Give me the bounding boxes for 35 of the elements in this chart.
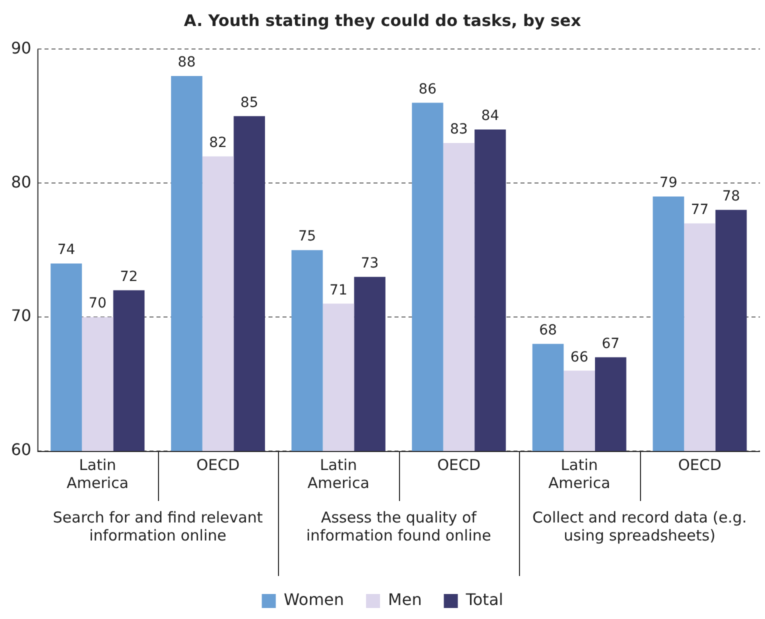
data-label: 74 <box>57 242 76 258</box>
x-tick-label: Latin America <box>308 456 370 492</box>
data-label: 84 <box>481 108 500 124</box>
y-tick-label: 60 <box>11 440 32 460</box>
y-tick-label: 70 <box>11 306 32 326</box>
chart-title: A. Youth stating they could do tasks, by sex <box>184 10 582 30</box>
data-label: 67 <box>602 336 620 352</box>
x-tick-label: Latin America <box>66 456 129 492</box>
data-label: 75 <box>298 228 316 245</box>
data-label: 86 <box>418 81 437 98</box>
data-label: 83 <box>450 122 468 138</box>
data-label: 68 <box>539 322 557 338</box>
data-label: 70 <box>88 296 106 312</box>
legend-label: Women <box>284 590 344 610</box>
data-label: 66 <box>570 349 588 366</box>
data-label: 82 <box>209 134 227 151</box>
x-tick-label: OECD <box>678 456 722 474</box>
y-tick-label: 90 <box>11 38 32 58</box>
data-label: 71 <box>330 282 348 298</box>
y-tick-label: 80 <box>11 172 32 192</box>
data-label: 77 <box>690 202 709 218</box>
text: Collect and record data (e.g. using spreadsheets) <box>532 508 747 544</box>
x-tick-label: OECD <box>437 456 481 474</box>
data-label: 85 <box>240 94 258 111</box>
legend-label: Total <box>464 590 504 610</box>
data-label: 72 <box>120 268 138 285</box>
data-label: 78 <box>722 188 740 205</box>
data-label: 73 <box>360 256 379 272</box>
data-label: 88 <box>178 54 196 71</box>
x-tick-label: OECD <box>196 456 240 474</box>
data-label: 79 <box>660 175 678 192</box>
legend-label: Men <box>388 590 422 610</box>
x-tick-label: Latin America <box>548 456 610 492</box>
text: Assess the quality of information found online <box>306 508 492 544</box>
text: Search for and find relevant information online <box>52 508 263 544</box>
